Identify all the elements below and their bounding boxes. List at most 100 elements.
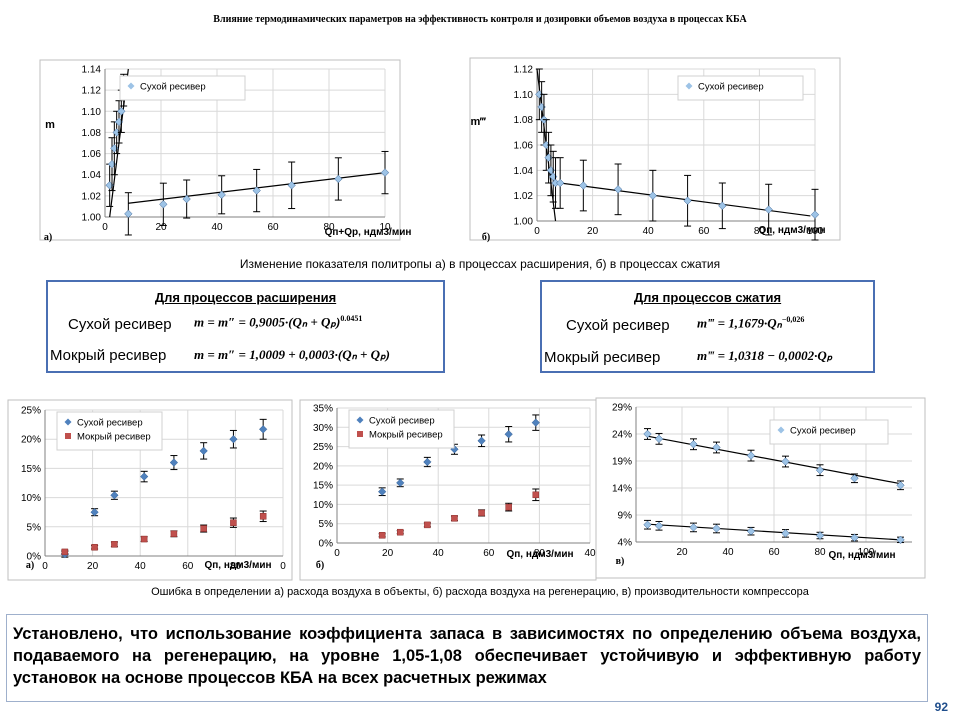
legend-label: Сухой ресивер xyxy=(77,418,143,429)
legend-marker-dry xyxy=(64,418,72,426)
data-point-dry xyxy=(217,190,226,199)
formula-box-compression: Для процессов сжатия Сухой ресивер m‴ = … xyxy=(540,280,875,373)
data-point-wet xyxy=(61,548,69,556)
formula-wet-expansion: m = m″ = 1,0009 + 0,0003·(Qₙ + Qₚ) xyxy=(194,347,390,362)
x-tick-label: 0 xyxy=(534,226,540,237)
chart-b_top xyxy=(469,57,841,241)
chart-a_bottom xyxy=(7,399,293,581)
x-tick-label: 80 xyxy=(534,548,546,559)
y-axis-title: m‴ xyxy=(470,116,486,128)
y-tick-label: 10% xyxy=(313,500,333,511)
y-tick-label: 1.10 xyxy=(82,107,102,118)
data-point-dry xyxy=(259,425,268,434)
trend-line xyxy=(647,523,901,541)
x-tick-label: 20 xyxy=(676,547,688,558)
data-point-wet xyxy=(140,535,148,543)
y-tick-label: 1.10 xyxy=(514,90,534,101)
y-tick-label: 29% xyxy=(612,403,632,414)
x-tick-label: 0 xyxy=(280,561,286,572)
data-point-dry xyxy=(110,491,119,500)
x-tick-label: 100 xyxy=(858,547,875,558)
panel-label: б) xyxy=(316,560,324,571)
data-point-dry xyxy=(531,418,540,427)
data-point-dry xyxy=(117,107,126,116)
x-tick-label: 80 xyxy=(323,222,335,233)
x-tick-label: 60 xyxy=(698,226,710,237)
x-tick-label: 80 xyxy=(754,226,766,237)
y-tick-label: 35% xyxy=(313,404,333,415)
x-tick-label: 80 xyxy=(814,547,826,558)
caption-errors: Ошибка в определении а) расхода воздуха … xyxy=(151,586,809,598)
legend-marker-wet xyxy=(357,431,363,437)
data-point-wet xyxy=(505,503,512,511)
data-point-wet xyxy=(397,528,404,536)
x-tick-label: 0 xyxy=(334,548,340,559)
data-point-dry xyxy=(654,521,664,530)
data-point-dry xyxy=(380,168,390,177)
legend-label: Мокрый ресивер xyxy=(369,430,443,441)
legend-label: Сухой ресивер xyxy=(140,82,206,93)
page-number: 92 xyxy=(934,700,948,714)
slide-title: Влияние термодинамических параметров на … xyxy=(213,14,747,25)
formula-label-dry-compression: Сухой ресивер xyxy=(566,317,670,334)
x-tick-label: 0 xyxy=(102,222,108,233)
data-point-dry xyxy=(396,478,405,487)
data-point-dry xyxy=(815,531,825,540)
x-tick-label: 40 xyxy=(135,561,147,572)
data-point-dry xyxy=(423,457,432,467)
legend-box xyxy=(119,75,246,101)
x-axis-title: Qп, ндм3/мин xyxy=(506,549,573,560)
formula-heading-expansion: Для процессов расширения xyxy=(154,290,337,305)
y-tick-label: 1.04 xyxy=(514,166,534,177)
y-tick-label: 1.00 xyxy=(514,217,534,228)
data-point-dry xyxy=(504,430,513,439)
data-point-dry xyxy=(764,205,773,214)
data-point-dry xyxy=(287,181,296,190)
data-point-dry xyxy=(229,435,238,444)
y-tick-label: 1.04 xyxy=(82,170,102,181)
y-tick-label: 1.14 xyxy=(82,65,102,76)
data-point-dry xyxy=(781,457,790,466)
data-point-wet xyxy=(170,530,178,538)
formula-wet-compression: m‴ = 1,0318 − 0,0002·Qₚ xyxy=(697,348,833,363)
x-tick-label: 40 xyxy=(722,547,734,558)
legend-label: Сухой ресивер xyxy=(698,82,764,93)
y-tick-label: 4% xyxy=(618,538,633,549)
data-point-dry xyxy=(556,178,565,188)
x-axis-title: Qп, ндм3/мин xyxy=(204,560,271,571)
data-point-wet xyxy=(230,519,237,526)
panel-label: б) xyxy=(482,232,490,243)
x-tick-label: 80 xyxy=(230,561,242,572)
conclusion-text: Установлено, что использование коэффицие… xyxy=(6,614,928,702)
data-point-dry xyxy=(477,436,486,445)
data-point-dry xyxy=(781,529,790,538)
y-tick-label: 25% xyxy=(21,406,41,417)
chart-c_bottom xyxy=(595,397,926,579)
panel-label: а) xyxy=(44,232,52,243)
formula-dry-expansion-exponent: 0.0451 xyxy=(340,314,363,323)
data-point-dry xyxy=(689,523,698,532)
legend-marker-dry xyxy=(777,426,785,434)
formula-dry-expansion-body: m = m″ = 0,9005·(Qₙ + Qₚ) xyxy=(194,314,341,330)
data-point-wet xyxy=(111,541,118,548)
y-tick-label: 1.06 xyxy=(82,149,102,160)
y-tick-label: 1.08 xyxy=(82,128,102,139)
legend-marker-wet xyxy=(65,433,71,439)
y-tick-label: 14% xyxy=(612,484,632,495)
x-tick-label: 60 xyxy=(182,561,194,572)
data-point-wet xyxy=(532,491,540,499)
y-tick-label: 15% xyxy=(313,481,333,492)
x-tick-label: 10 xyxy=(379,222,391,233)
y-tick-label: 1.08 xyxy=(514,115,534,126)
x-axis-title: Qп, ндм3/мин xyxy=(828,550,895,561)
data-point-dry xyxy=(140,472,149,481)
formula-label-wet-compression: Мокрый ресивер xyxy=(544,349,661,366)
y-tick-label: 5% xyxy=(319,519,334,530)
data-point-wet xyxy=(378,532,386,539)
formula-dry-compression-body: m‴ = 1,1679·Qₙ xyxy=(697,315,782,331)
legend-box xyxy=(56,411,163,451)
formula-dry-compression: m‴ = 1,1679·Qₙ−0,026 xyxy=(697,315,804,331)
legend-marker-dry xyxy=(685,82,693,90)
y-tick-label: 1.12 xyxy=(514,65,534,76)
